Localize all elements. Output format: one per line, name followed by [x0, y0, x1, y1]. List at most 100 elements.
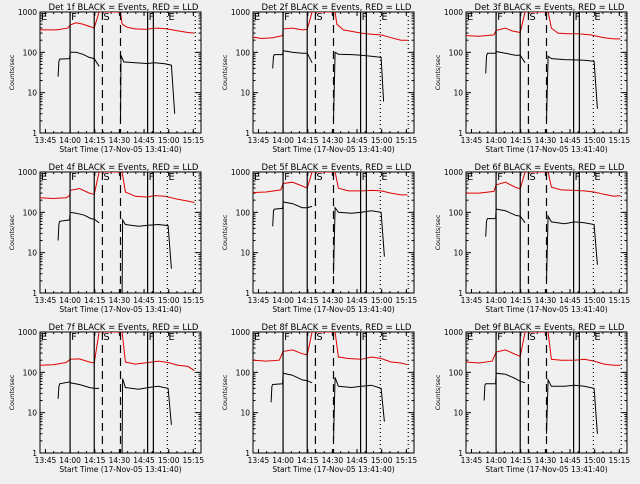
y-tick-label: 1	[245, 449, 250, 458]
y-axis-label: Counts/sec	[221, 214, 229, 250]
y-tick-label: 1	[458, 129, 463, 138]
y-tick-label: 1000	[444, 328, 463, 337]
x-tick-label: 14:15	[510, 296, 532, 305]
chart-title: Det 1f BLACK = Events, RED = LLD	[49, 3, 199, 13]
x-tick-label: 14:00	[272, 456, 294, 465]
series-events-line	[272, 201, 313, 227]
y-axis-label: Counts/sec	[8, 374, 16, 410]
marker-label: F	[497, 172, 503, 183]
chart-title: Det 6f BLACK = Events, RED = LLD	[475, 163, 625, 173]
y-tick-label: 100	[236, 208, 251, 217]
marker-label: S	[529, 172, 535, 183]
x-tick-label: 15:15	[183, 296, 205, 305]
series-lld-line	[253, 332, 408, 366]
chart-svg: Det 5f BLACK = Events, RED = LLD 1 10 100 10…	[221, 163, 418, 314]
chart-svg: Det 7f BLACK = Events, RED = LLD 1 10 100 10…	[8, 323, 205, 474]
chart-svg: Det 2f BLACK = Events, RED = LLD 1 10 100 10…	[221, 3, 418, 154]
y-axis-label: Counts/sec	[221, 54, 229, 90]
detector-panel-9: Det 9f BLACK = Events, RED = LLD 1 10 100 10…	[426, 320, 639, 480]
marker-label: S	[103, 172, 109, 183]
marker-label: E	[594, 12, 600, 23]
x-tick-label: 14:45	[559, 296, 581, 305]
marker-label: S	[529, 332, 535, 343]
detector-panel-4: Det 4f BLACK = Events, RED = LLD 1 10 100 10…	[0, 160, 213, 320]
chart-svg: Det 3f BLACK = Events, RED = LLD 1 10 100 10…	[434, 3, 630, 154]
series-lld-line	[466, 12, 621, 40]
marker-label: F	[575, 172, 581, 183]
x-tick-label: 13:45	[461, 456, 483, 465]
marker-label: E	[168, 12, 174, 23]
x-tick-label: 14:15	[297, 296, 319, 305]
series-events-line	[57, 51, 100, 77]
x-tick-label: 15:15	[183, 136, 205, 145]
x-tick-label: 15:00	[584, 456, 606, 465]
marker-label: E	[467, 12, 473, 23]
marker-label: E	[381, 12, 387, 23]
x-tick-label: 14:30	[322, 296, 344, 305]
marker-label: F	[362, 12, 368, 23]
detector-panel-8: Det 8f BLACK = Events, RED = LLD 1 10 100 10…	[213, 320, 426, 480]
y-axis-label: Counts/sec	[434, 214, 442, 250]
marker-label: E	[254, 12, 260, 23]
chart-title: Det 2f BLACK = Events, RED = LLD	[262, 3, 412, 13]
detector-panel-1: Det 1f BLACK = Events, RED = LLD 1 10 100 10…	[0, 0, 213, 160]
series-lld-line	[466, 332, 621, 366]
x-tick-label: 14:00	[485, 136, 507, 145]
x-tick-label: 14:00	[272, 136, 294, 145]
series-events-line	[546, 377, 598, 434]
marker-label: E	[254, 332, 260, 343]
y-tick-label: 10	[453, 89, 463, 98]
x-tick-label: 14:30	[109, 136, 131, 145]
x-tick-label: 14:45	[133, 456, 155, 465]
series-lld-line	[40, 12, 195, 34]
y-axis-label: Counts/sec	[221, 374, 229, 410]
marker-label: F	[149, 172, 155, 183]
marker-label: F	[284, 332, 290, 343]
y-axis-label: Counts/sec	[8, 54, 16, 90]
marker-label: E	[41, 12, 47, 23]
y-tick-label: 100	[23, 48, 38, 57]
marker-label: F	[149, 12, 155, 23]
series-events-line	[333, 377, 385, 441]
x-tick-label: 13:45	[248, 136, 270, 145]
x-tick-label: 15:15	[609, 456, 631, 465]
y-tick-label: 10	[27, 409, 37, 418]
x-tick-label: 14:00	[272, 296, 294, 305]
marker-label: F	[362, 172, 368, 183]
y-tick-label: 100	[236, 368, 251, 377]
x-tick-label: 14:45	[559, 136, 581, 145]
marker-label: S	[316, 332, 322, 343]
series-events-line	[120, 55, 176, 121]
x-tick-label: 15:15	[396, 296, 418, 305]
x-tick-label: 14:30	[322, 456, 344, 465]
series-events-line	[272, 50, 313, 69]
y-tick-label: 1	[32, 289, 37, 298]
x-tick-label: 14:15	[84, 296, 106, 305]
marker-label: F	[71, 172, 77, 183]
y-tick-label: 100	[236, 48, 251, 57]
marker-label: S	[103, 332, 109, 343]
x-tick-label: 14:00	[485, 456, 507, 465]
x-axis-label: Start Time (17-Nov-05 13:41:40)	[485, 145, 607, 154]
x-tick-label: 14:00	[59, 136, 81, 145]
marker-label: F	[284, 172, 290, 183]
x-axis-label: Start Time (17-Nov-05 13:41:40)	[272, 145, 394, 154]
series-events-line	[483, 372, 526, 401]
x-tick-label: 15:15	[183, 456, 205, 465]
x-tick-label: 13:45	[461, 136, 483, 145]
chart-title: Det 8f BLACK = Events, RED = LLD	[262, 323, 412, 333]
x-tick-label: 15:00	[371, 456, 393, 465]
chart-svg: Det 4f BLACK = Events, RED = LLD 1 10 100 10…	[8, 163, 205, 314]
y-axis-label: Counts/sec	[434, 54, 442, 90]
x-tick-label: 13:45	[35, 296, 57, 305]
chart-svg: Det 6f BLACK = Events, RED = LLD 1 10 100 10…	[434, 163, 630, 314]
y-tick-label: 10	[453, 249, 463, 258]
x-tick-label: 15:15	[396, 136, 418, 145]
x-tick-label: 14:45	[133, 136, 155, 145]
x-tick-label: 14:45	[346, 296, 368, 305]
x-tick-label: 14:45	[133, 296, 155, 305]
marker-label: F	[575, 12, 581, 23]
y-tick-label: 10	[27, 249, 37, 258]
marker-label: S	[103, 12, 109, 23]
marker-label: F	[362, 332, 368, 343]
